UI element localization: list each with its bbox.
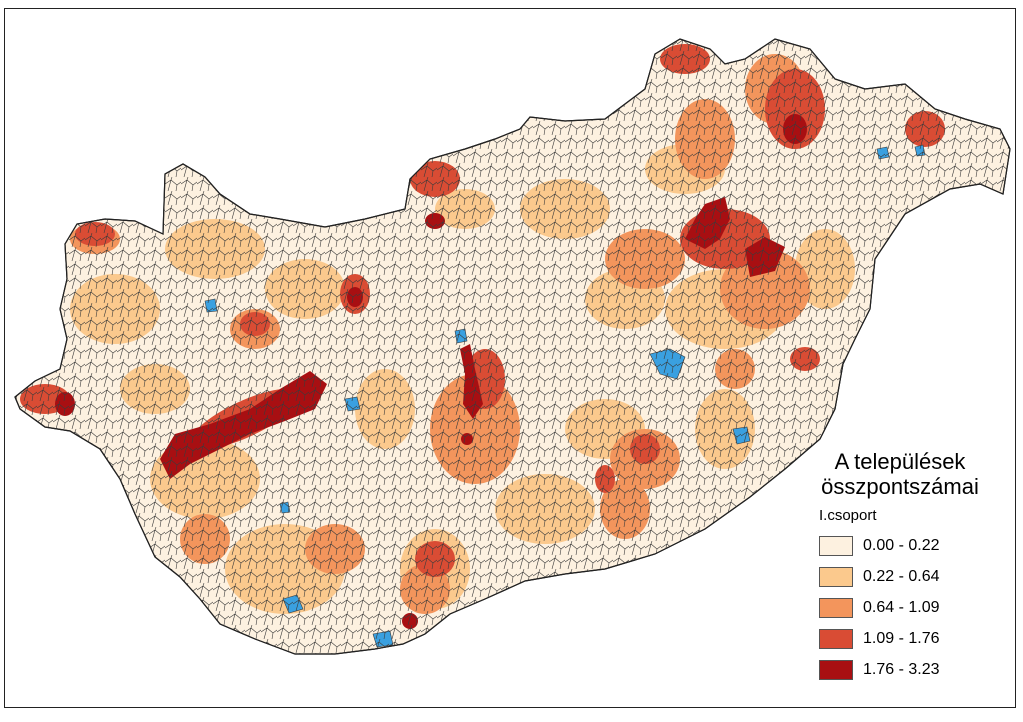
hungary-choropleth-map [14,38,1011,655]
legend-item: 0.00 - 0.22 [819,530,1003,561]
legend-label: 1.09 - 1.76 [863,629,940,647]
legend-items: 0.00 - 0.22 0.22 - 0.64 0.64 - 1.09 1.09… [819,530,1003,685]
legend-title-line1: A települések [834,449,966,474]
legend-swatch [819,659,853,680]
legend-swatch [819,535,853,556]
legend-item: 1.09 - 1.76 [819,623,1003,654]
legend-label: 1.76 - 3.23 [863,660,940,678]
legend-item: 0.22 - 0.64 [819,561,1003,592]
legend-item: 1.76 - 3.23 [819,654,1003,685]
legend-subtitle: I.csoport [819,507,877,524]
legend-title-line2: összpontszámai [821,474,979,499]
legend-label: 0.64 - 1.09 [863,598,940,616]
legend-title: A települések összpontszámai [797,449,1003,499]
map-frame: A települések összpontszámai I.csoport 0… [4,8,1016,708]
legend-swatch [819,597,853,618]
legend-label: 0.00 - 0.22 [863,536,940,554]
legend-item: 0.64 - 1.09 [819,592,1003,623]
legend-swatch [819,628,853,649]
country-border [14,38,1011,655]
legend-swatch [819,566,853,587]
legend-label: 0.22 - 0.64 [863,567,940,585]
map-legend: A települések összpontszámai I.csoport 0… [803,449,1003,685]
